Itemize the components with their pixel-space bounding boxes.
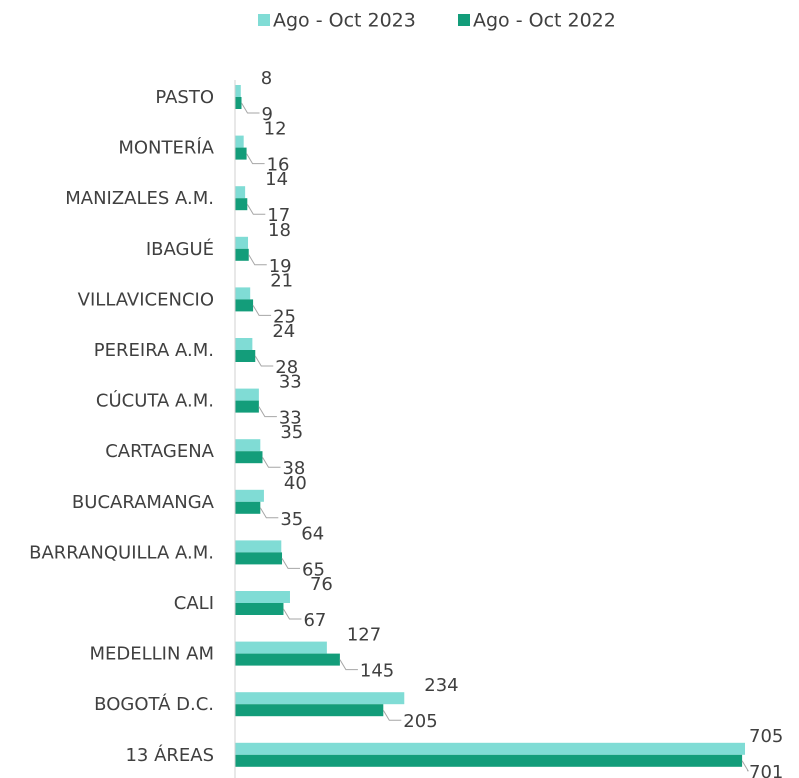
- category-label: PEREIRA A.M.: [94, 340, 214, 361]
- value-label: 127: [347, 625, 381, 646]
- value-label: 35: [280, 422, 303, 443]
- value-label: 12: [264, 119, 287, 140]
- bar: [235, 489, 264, 502]
- category-label: CALI: [174, 593, 214, 614]
- bar: [235, 653, 340, 666]
- value-label: 19: [269, 256, 292, 277]
- bar: [235, 248, 249, 261]
- bar: [235, 400, 259, 413]
- value-label: 9: [262, 104, 273, 125]
- category-label: MONTERÍA: [118, 137, 214, 159]
- bar: [235, 451, 263, 464]
- bar: [235, 388, 259, 401]
- value-label: 145: [360, 661, 394, 682]
- category-label: MEDELLIN AM: [89, 644, 214, 665]
- legend-swatch: [258, 14, 270, 26]
- value-label: 28: [275, 357, 298, 378]
- category-label: BOGOTÁ D.C.: [94, 693, 214, 715]
- bar: [235, 299, 254, 312]
- leader-line: [252, 305, 272, 316]
- category-label: BUCARAMANGA: [72, 492, 215, 513]
- value-label: 17: [267, 205, 290, 226]
- value-label: 16: [267, 155, 290, 176]
- leader-line: [382, 709, 402, 721]
- bar: [235, 236, 249, 249]
- leader-line: [741, 760, 749, 772]
- leader-line: [281, 558, 301, 569]
- bar: [235, 540, 282, 553]
- leader-line: [254, 355, 274, 367]
- leader-line: [241, 102, 260, 114]
- category-label: 13 ÁREAS: [125, 744, 214, 766]
- bar: [235, 350, 256, 362]
- bar: [235, 552, 283, 565]
- value-label: 76: [310, 574, 333, 595]
- bar: [235, 287, 251, 300]
- value-label: 35: [280, 509, 303, 530]
- value-label: 38: [282, 458, 305, 479]
- bar: [235, 186, 246, 199]
- bar: [235, 135, 244, 148]
- value-label: 8: [261, 68, 272, 89]
- legend-label: Ago - Oct 2022: [473, 10, 616, 32]
- leader-line: [246, 153, 265, 165]
- value-label: 40: [284, 473, 307, 494]
- value-label: 705: [749, 726, 783, 747]
- legend-swatch: [458, 14, 470, 26]
- value-label: 21: [270, 270, 293, 291]
- bar: [235, 704, 384, 717]
- value-label: 67: [303, 610, 326, 631]
- bar: [235, 439, 261, 452]
- category-label: CARTAGENA: [105, 441, 214, 462]
- leader-line: [339, 659, 358, 671]
- category-label: MANIZALES A.M.: [65, 188, 214, 209]
- bar: [235, 591, 290, 603]
- value-label: 701: [749, 762, 783, 778]
- category-label: CÚCUTA A.M.: [96, 390, 214, 412]
- value-label: 33: [279, 408, 302, 429]
- bar: [235, 742, 745, 755]
- value-label: 14: [265, 169, 288, 190]
- leader-line: [283, 608, 302, 620]
- value-label: 205: [403, 711, 437, 732]
- leader-line: [248, 254, 267, 266]
- leader-line: [262, 456, 281, 468]
- bar: [235, 85, 241, 97]
- bar: [235, 147, 247, 160]
- bar: [235, 338, 253, 350]
- bar: [235, 692, 405, 705]
- bar: [235, 754, 743, 767]
- leader-line: [246, 203, 266, 215]
- value-label: 18: [268, 220, 291, 241]
- category-label: PASTO: [155, 87, 214, 108]
- leader-line: [258, 406, 277, 418]
- category-label: VILLAVICENCIO: [78, 289, 214, 310]
- leader-line: [259, 507, 279, 519]
- category-label: IBAGUÉ: [146, 238, 214, 260]
- bar: [235, 97, 242, 109]
- value-label: 24: [272, 321, 295, 342]
- bar: [235, 501, 261, 514]
- bar: [235, 198, 248, 211]
- value-label: 65: [302, 559, 325, 580]
- bar: [235, 641, 327, 654]
- category-label: BARRANQUILLA A.M.: [29, 542, 214, 563]
- value-label: 64: [301, 523, 324, 544]
- legend-label: Ago - Oct 2023: [273, 10, 416, 32]
- value-label: 33: [279, 372, 302, 393]
- value-label: 25: [273, 306, 296, 327]
- value-label: 234: [424, 675, 458, 696]
- bar: [235, 603, 284, 615]
